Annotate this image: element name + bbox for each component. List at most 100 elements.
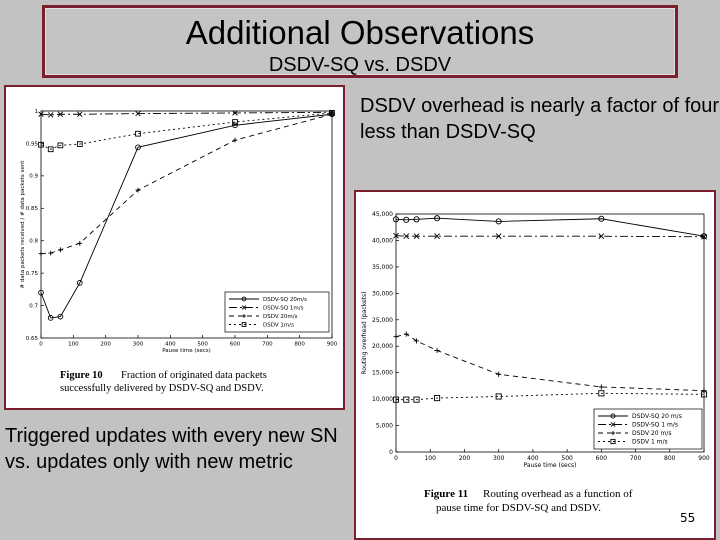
page-number: 55: [680, 511, 695, 525]
fig10-series-line-3: [40, 113, 333, 255]
fig11-x-tick-label: 100: [424, 455, 436, 462]
fig10-x-tick-label: 800: [294, 342, 305, 348]
fig11-legend-label-3: DSDV 20 m/s: [632, 430, 672, 437]
fig11-y-axis-label: Routing overhead (packets): [361, 292, 368, 375]
fig10-series-4-point: [135, 130, 141, 137]
fig10-legend-marker-3: [242, 314, 246, 318]
fig11-series-1-point: [392, 216, 400, 223]
fig10-y-tick-label: 0.95: [26, 141, 39, 147]
fig11-series-1-point: [700, 233, 708, 240]
fig11-series-2-point: [403, 233, 410, 240]
fig10-series-2-point: [38, 111, 44, 117]
fig11-series-line-2: [395, 235, 705, 238]
fig11-x-tick-label: 800: [664, 455, 676, 462]
fig10-y-tick-label: 0.75: [26, 271, 39, 277]
fig11-legend-label-4: DSDV 1 m/s: [632, 439, 668, 446]
fig11-series-3-point: [413, 338, 420, 344]
fig10-legend-label-1: DSDV-SQ 20m/s: [263, 297, 307, 303]
fig10-series-1-point: [232, 122, 238, 129]
fig10-y-tick-label: 0.85: [26, 206, 39, 212]
fig11-series-1-point: [598, 215, 605, 222]
fig10-series-1-point: [47, 315, 54, 321]
fig11-series-2-point: [393, 232, 399, 239]
fig11-y-tick-label: 15,000: [372, 370, 393, 377]
fig11-series-2-point: [598, 233, 605, 240]
fig11-series-3-point: [701, 388, 707, 394]
fig11-series-1-point: [413, 216, 420, 223]
fig10-series-2-point: [135, 110, 141, 117]
fig11-series-3-point: [496, 371, 502, 377]
note-triggered-updates: Triggered updates with every new SN vs. …: [5, 425, 338, 473]
figure-10: Figure 10 Fraction of originated data pa…: [4, 85, 345, 410]
fig11-x-tick-label: 600: [596, 455, 608, 462]
fig10-x-tick-label: 600: [230, 342, 241, 348]
fig10-x-tick-label: 0: [39, 342, 43, 348]
fig11-legend-label-1: DSDV-SQ 20 m/s: [632, 413, 682, 420]
fig10-x-tick-label: 300: [133, 342, 144, 348]
fig10-x-axis-label: Pause time (secs): [162, 348, 211, 354]
title-box: Additional Observations DSDV-SQ vs. DSDV: [42, 5, 678, 78]
fig11-series-line-3: [395, 333, 705, 392]
fig11-series-4-point: [700, 391, 708, 398]
fig11-x-tick-label: 900: [698, 455, 710, 462]
fig11-y-tick-label: 45,000: [372, 211, 393, 218]
fig11-series-3-point: [403, 331, 409, 337]
fig10-series-3-point: [135, 187, 141, 193]
fig11-x-tick-label: 200: [459, 455, 471, 462]
figure-10-caption-line1: Fraction of originated data packets: [121, 370, 267, 381]
fig11-y-tick-label: 10,000: [372, 396, 393, 403]
fig11-series-4-point: [392, 396, 400, 403]
fig11-series-3-point: [434, 347, 440, 354]
fig11-y-tick-label: 0: [389, 449, 393, 456]
fig11-x-tick-label: 500: [561, 455, 573, 462]
fig11-series-2-point: [701, 233, 707, 240]
fig11-x-tick-label: 400: [527, 455, 539, 462]
fig10-series-3-point: [329, 111, 335, 117]
fig11-series-line-1: [395, 217, 705, 237]
fig10-series-4-point: [57, 142, 64, 149]
fig11-x-tick-label: 700: [630, 455, 642, 462]
fig10-series-3-point: [48, 250, 54, 256]
fig10-series-3-point: [58, 247, 63, 253]
fig10-x-tick-label: 200: [100, 342, 111, 348]
slide-title: Additional Observations: [185, 14, 535, 51]
figure-11-chart: Figure 11 Routing overhead as a function…: [361, 211, 710, 525]
fig10-series-2-point: [57, 111, 64, 117]
fig11-series-4-point: [403, 396, 410, 403]
fig10-series-line-2: [40, 111, 333, 116]
fig10-plot: 0 100 200 300 400 500 600 700 800 900 0.65 0.7 0.75 0…: [20, 109, 338, 354]
fig11-axes-frame: [395, 213, 705, 453]
fig11-y-tick-label: 40,000: [372, 237, 393, 244]
fig10-series-4-point: [232, 119, 238, 125]
fig10-x-tick-label: 500: [197, 342, 208, 348]
fig11-x-tick-label: 0: [394, 455, 398, 462]
figure-11-caption-label: Figure 11: [424, 488, 468, 500]
fig10-x-tick-label: 700: [262, 342, 273, 348]
fig11-x-axis-label: Pause time (secs): [524, 462, 577, 469]
fig11-series-2-point: [413, 233, 420, 240]
fig11-series-3-point: [393, 334, 399, 340]
fig10-series-1-point: [38, 289, 44, 296]
figure-11-caption-line2: pause time for DSDV-SQ and DSDV.: [436, 502, 601, 514]
fig10-series-4-point: [76, 141, 83, 147]
fig11-series-1-point: [495, 218, 502, 225]
fig11-series-2-point: [434, 233, 440, 240]
fig11-legend-marker-1: [610, 413, 616, 419]
note-overhead: DSDV overhead is nearly a factor of four…: [360, 95, 720, 143]
fig10-series-3-point: [38, 251, 44, 257]
figure-11-caption-line1: Routing overhead as a function of: [483, 488, 633, 500]
fig11-y-tick-label: 25,000: [372, 317, 393, 324]
fig11-legend-marker-3: [610, 430, 616, 436]
fig10-series-2-point: [47, 112, 54, 118]
figure-11: Figure 11 Routing overhead as a function…: [354, 190, 716, 540]
fig10-series-1-point: [135, 144, 141, 151]
fig10-y-tick-label: 0.65: [26, 336, 39, 342]
fig11-series-1-point: [434, 215, 441, 222]
slide-subtitle: DSDV-SQ vs. DSDV: [268, 54, 452, 76]
fig11-series-1-point: [403, 216, 410, 223]
fig11-series-4-point: [598, 390, 605, 397]
fig11-legend-label-2: DSDV-SQ 1 m/s: [632, 422, 678, 429]
fig10-series-2-point: [232, 110, 238, 116]
fig11-series-4-point: [434, 395, 441, 402]
fig11-y-tick-label: 5,000: [376, 423, 393, 430]
